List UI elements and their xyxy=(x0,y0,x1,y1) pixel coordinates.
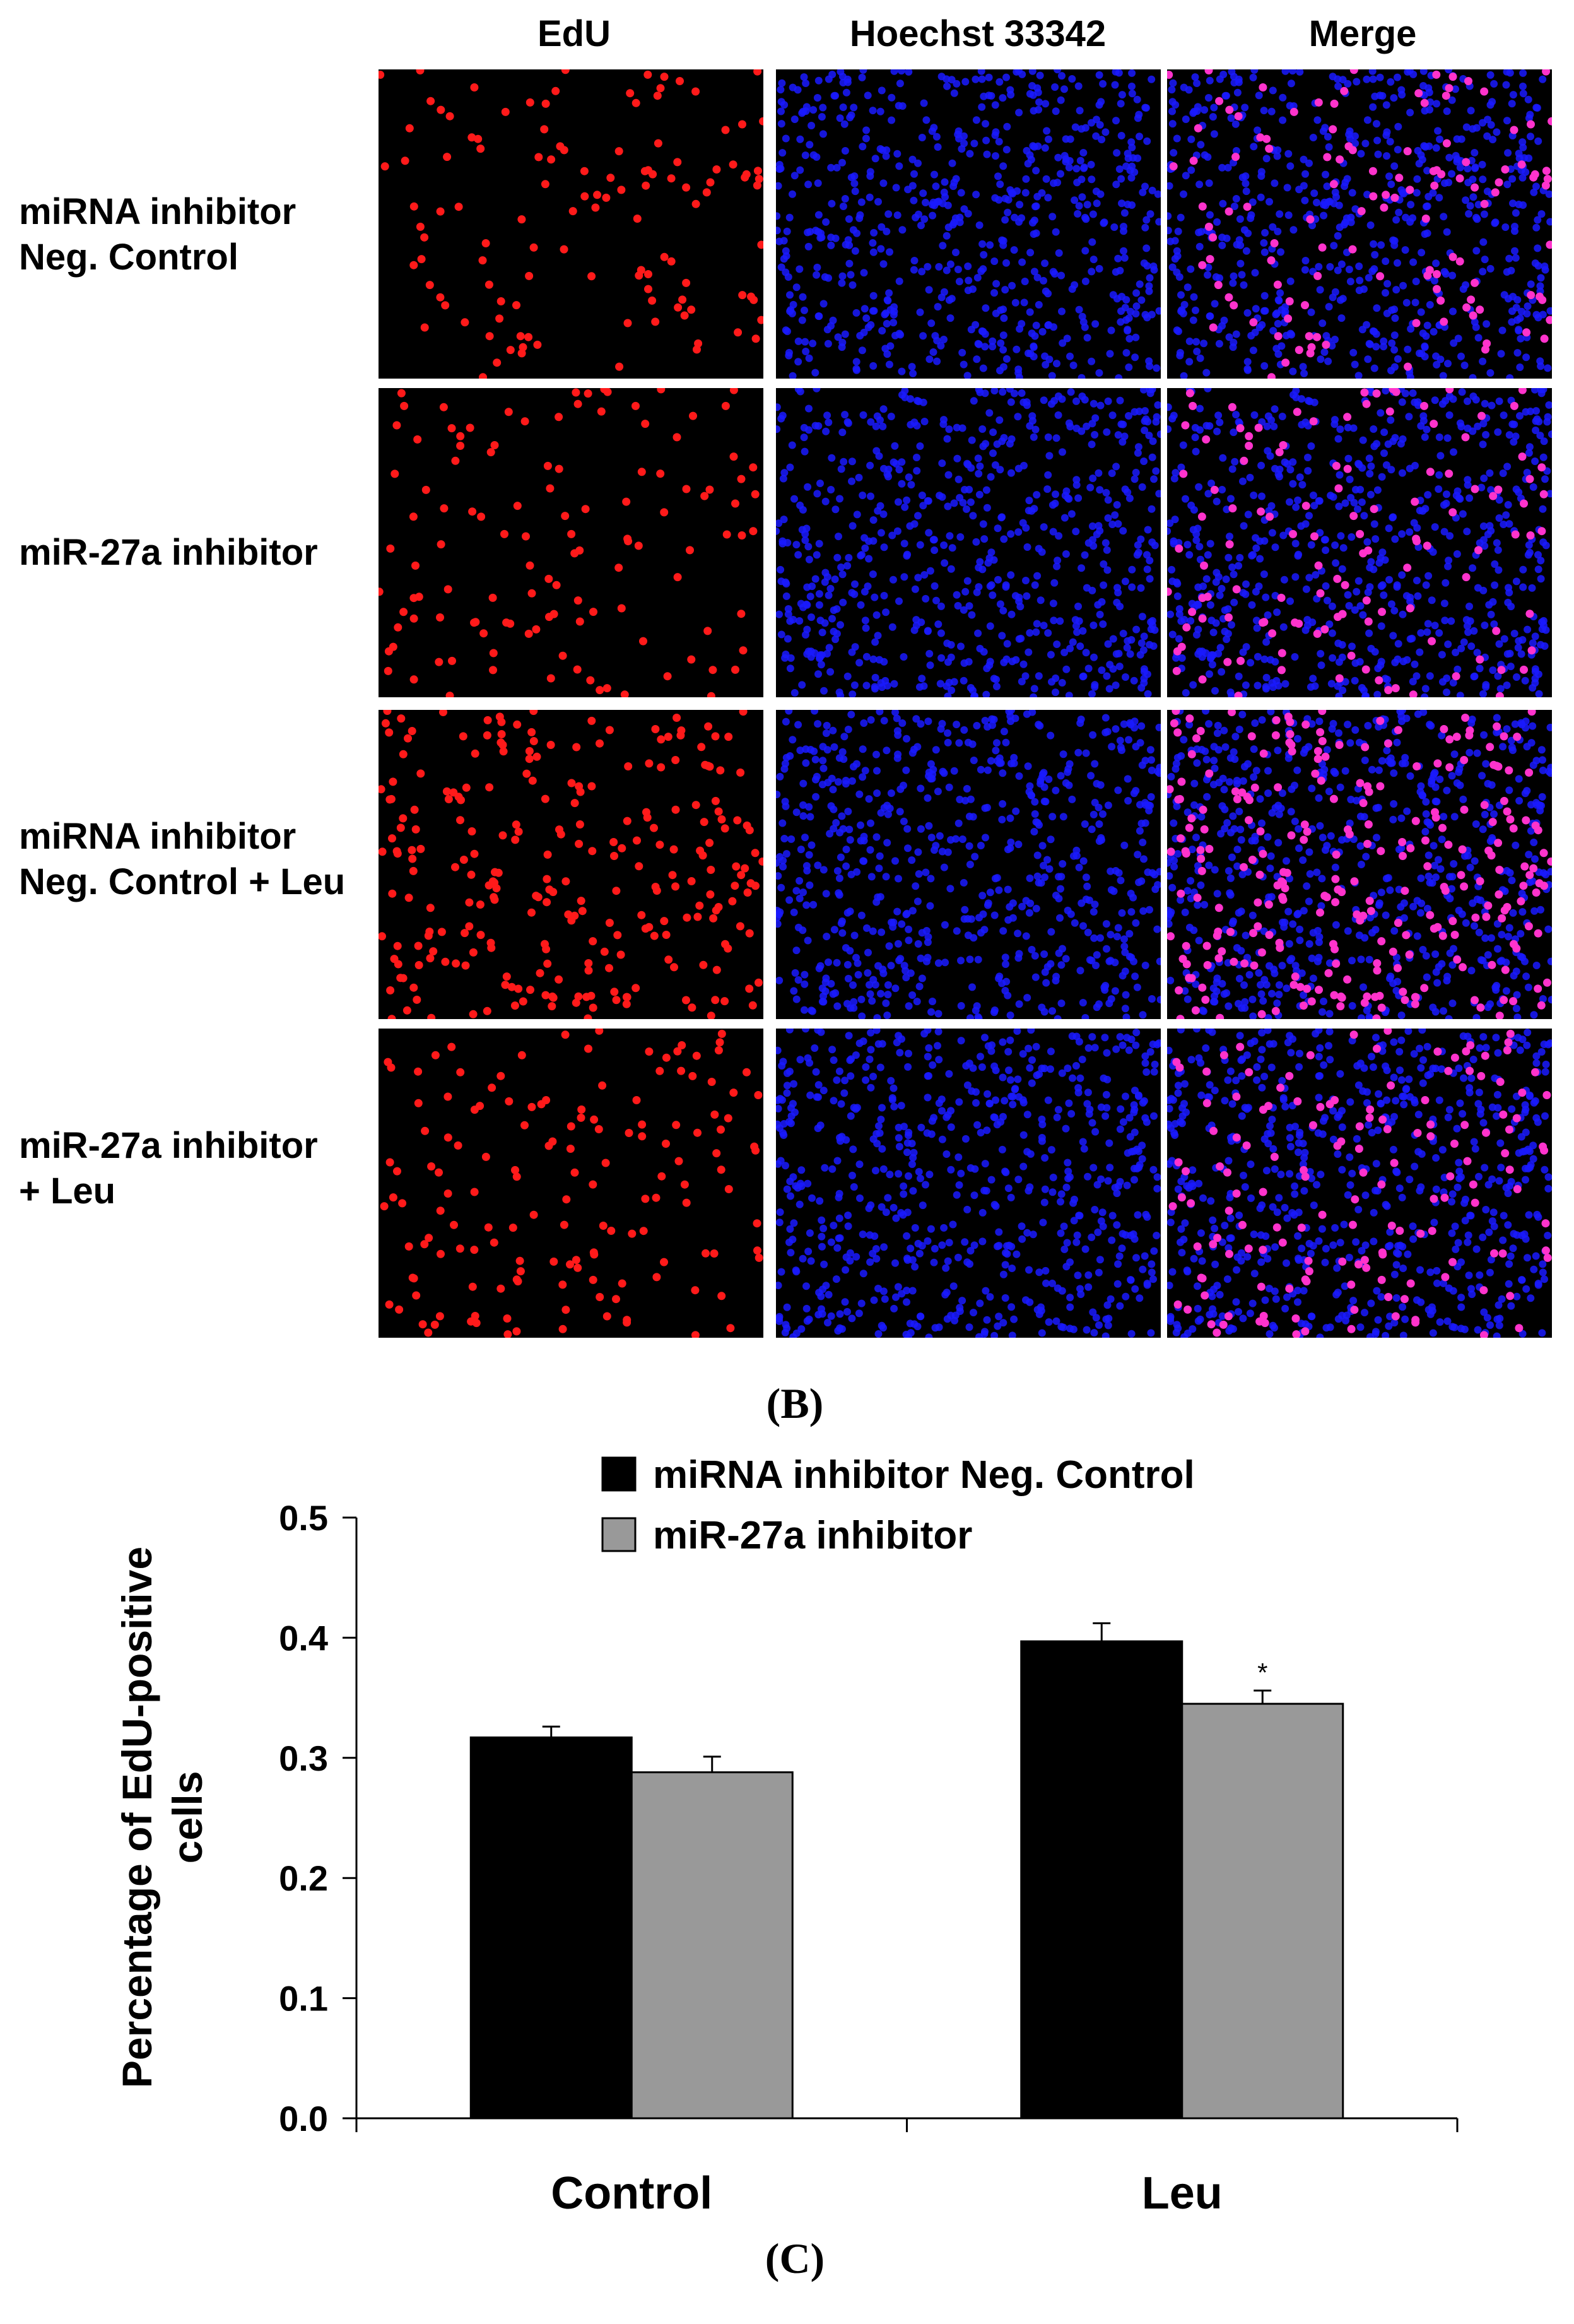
column-header-merge: Merge xyxy=(1308,13,1417,54)
row-header-mir27a-inhibitor: miR-27a inhibitor xyxy=(19,532,318,573)
row-header-neg-control: miRNA inhibitor Neg. Control xyxy=(19,191,297,278)
legend-swatch xyxy=(601,1456,637,1492)
chart-bars: * xyxy=(469,1622,1344,2120)
bar xyxy=(630,1771,794,2120)
micrograph-merge-row-2 xyxy=(1167,388,1552,697)
y-tick-label: 0.5 xyxy=(279,1498,328,1538)
micrograph-merge-row-3 xyxy=(1167,710,1552,1019)
micrograph-hoechst-row-4 xyxy=(776,1029,1161,1338)
chart-axes: 0.0 0.1 0.2 0.3 0.4 0.5 Control Leu Percentage o… xyxy=(114,1498,1459,2219)
micrograph-hoechst-row-1 xyxy=(776,69,1161,379)
legend-swatch xyxy=(601,1517,637,1552)
y-tick-label: 0.0 xyxy=(279,2099,328,2138)
column-header-hoechst: Hoechst 33342 xyxy=(849,13,1107,54)
bar xyxy=(1020,1640,1183,2120)
legend-label: miRNA inhibitor Neg. Control xyxy=(653,1453,1195,1497)
micrograph-merge-row-1 xyxy=(1167,69,1552,379)
micrograph-edu-row-3 xyxy=(379,710,763,1019)
y-tick-label: 0.4 xyxy=(279,1618,328,1658)
micrograph-hoechst-row-2 xyxy=(776,388,1161,697)
micrograph-merge-row-4 xyxy=(1167,1029,1552,1338)
y-tick-label: 0.1 xyxy=(279,1979,328,2019)
column-header-edu: EdU xyxy=(537,13,611,54)
legend-label: miR-27a inhibitor xyxy=(653,1514,972,1557)
bar xyxy=(469,1736,633,2120)
y-tick-label: 0.2 xyxy=(279,1858,328,1898)
chart-legend: miRNA inhibitor Neg. Control miR-27a inhi… xyxy=(601,1453,1195,1557)
y-axis-label-line: cells xyxy=(164,1771,211,1864)
panel-label-c: (C) xyxy=(765,2234,825,2282)
bar xyxy=(1181,1702,1344,2120)
micrograph-edu-row-2 xyxy=(379,388,763,697)
x-category-label: Leu xyxy=(1142,2168,1223,2219)
y-axis-label-line: Percentage of EdU-positive xyxy=(114,1547,160,2088)
row-header-neg-control-leu: miRNA inhibitor Neg. Control + Leu xyxy=(19,816,346,902)
y-tick-label: 0.3 xyxy=(279,1738,328,1778)
micrograph-edu-row-4 xyxy=(379,1029,763,1338)
panel-label-b: (B) xyxy=(766,1379,824,1427)
row-header-mir27a-inhibitor-leu: miR-27a inhibitor + Leu xyxy=(19,1125,318,1212)
y-axis-label: Percentage of EdU-positivecells xyxy=(114,1547,211,2088)
micrograph-edu-row-1 xyxy=(379,69,763,379)
micrograph-hoechst-row-3 xyxy=(776,710,1161,1019)
significance-marker: * xyxy=(1257,1658,1267,1687)
x-category-label: Control xyxy=(551,2168,712,2219)
